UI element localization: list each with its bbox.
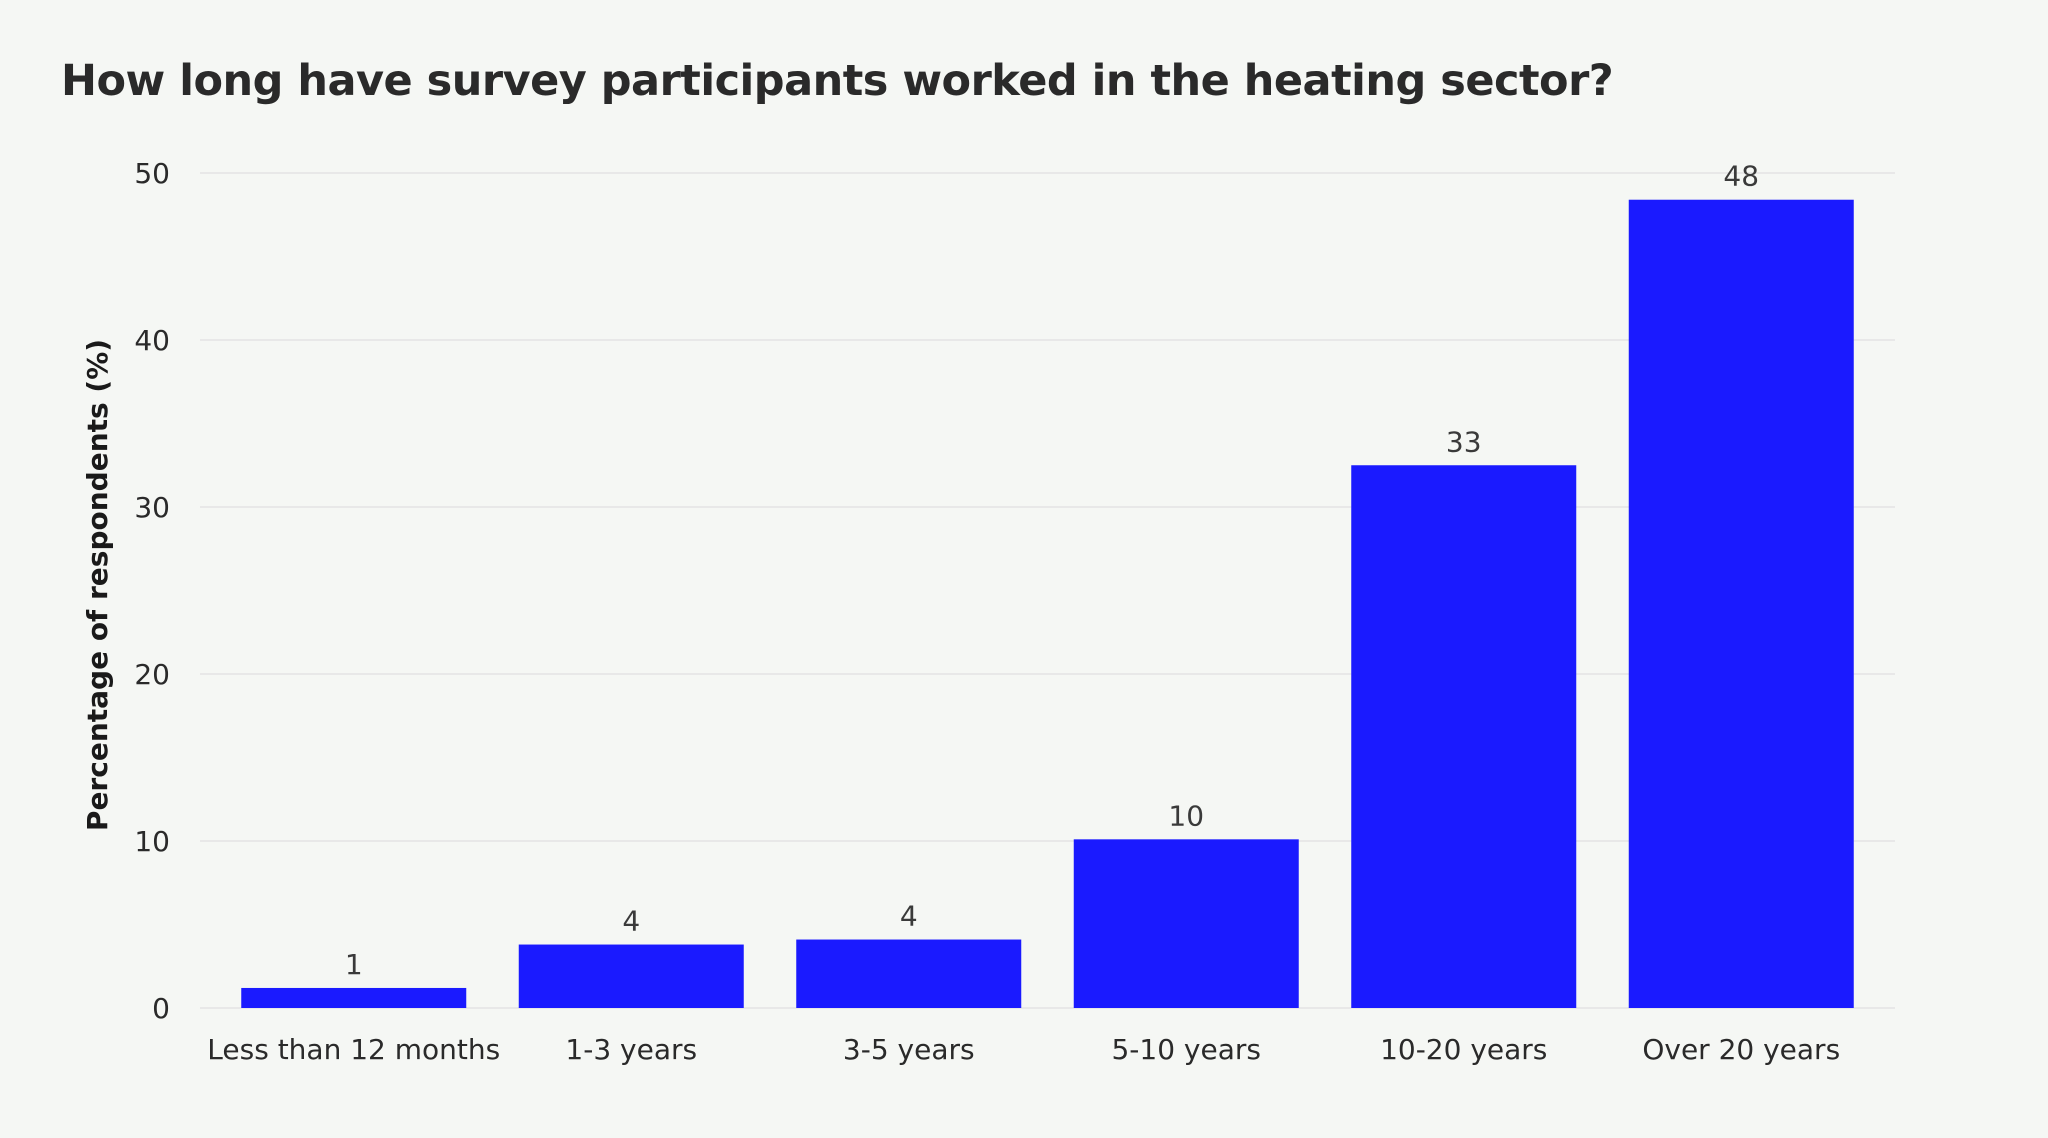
y-axis-title: Percentage of respondents (%) <box>81 339 114 831</box>
y-tick-label: 20 <box>134 658 170 691</box>
x-tick-label-5: Over 20 years <box>1642 1033 1840 1066</box>
bar-3 <box>1073 839 1299 1008</box>
data-label-3: 10 <box>1168 799 1204 832</box>
bar-2 <box>796 939 1022 1008</box>
bar-0 <box>241 987 467 1008</box>
y-tick-label: 40 <box>134 324 170 357</box>
x-axis-ticks: Less than 12 months 1-3 years 3-5 years 5-1… <box>207 1033 1840 1066</box>
x-tick-label-0: Less than 12 months <box>207 1033 500 1066</box>
bar-1 <box>518 944 744 1008</box>
bar-4 <box>1351 465 1577 1008</box>
x-tick-label-2: 3-5 years <box>843 1033 975 1066</box>
data-label-5: 48 <box>1723 160 1759 193</box>
data-labels: 1 4 4 10 33 48 <box>345 160 1759 981</box>
gridlines <box>200 172 1895 1009</box>
y-tick-label: 0 <box>152 992 170 1025</box>
bars <box>241 199 1854 1009</box>
x-tick-label-3: 5-10 years <box>1111 1033 1261 1066</box>
y-axis-ticks: 0 10 20 30 40 50 <box>134 157 170 1025</box>
y-tick-label: 10 <box>134 825 170 858</box>
y-tick-label: 50 <box>134 157 170 190</box>
data-label-4: 33 <box>1446 425 1482 458</box>
bar-5 <box>1628 199 1854 1009</box>
data-label-1: 4 <box>622 905 640 938</box>
y-tick-label: 30 <box>134 491 170 524</box>
x-tick-label-1: 1-3 years <box>565 1033 697 1066</box>
chart-title: How long have survey participants worked… <box>61 56 1614 106</box>
data-label-2: 4 <box>900 900 918 933</box>
x-tick-label-4: 10-20 years <box>1380 1033 1547 1066</box>
data-label-0: 1 <box>345 948 363 981</box>
